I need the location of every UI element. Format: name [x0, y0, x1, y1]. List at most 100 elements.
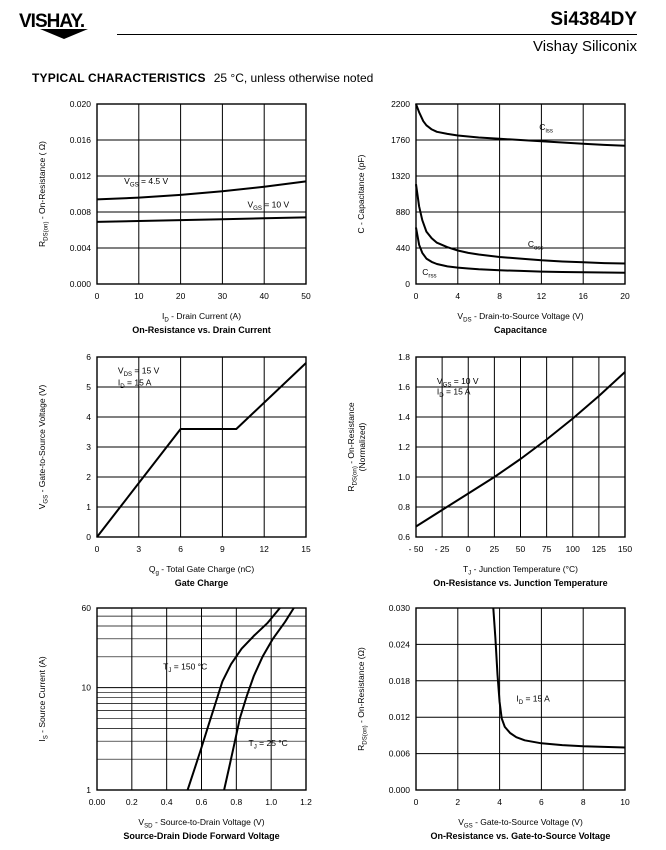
- x-tick-label: 0: [466, 544, 471, 554]
- x-tick-label: 3: [136, 544, 141, 554]
- y-tick-label: 1.4: [398, 412, 410, 422]
- x-tick-label: 0.8: [230, 797, 242, 807]
- x-tick-label: 40: [259, 291, 269, 301]
- x-tick-label: 75: [542, 544, 552, 554]
- y-axis-label: C - Capacitance (pF): [356, 154, 366, 233]
- chart-diode-forward: 0.00 0.2 0.4 0.6 0.8 1.0 1.2 1 10 60 TJ = 150 °C TJ…: [37, 603, 312, 841]
- y-tick-label: 0.8: [398, 502, 410, 512]
- chart-title: Source-Drain Diode Forward Voltage: [123, 831, 279, 841]
- chart-title: On-Resistance vs. Drain Current: [132, 325, 271, 335]
- x-tick-label: 1.2: [300, 797, 312, 807]
- y-tick-label: 10: [82, 683, 92, 693]
- x-tick-label: 0: [414, 291, 419, 301]
- y-tick-label: 0: [405, 279, 410, 289]
- x-tick-label: 9: [220, 544, 225, 554]
- series-line-2: [415, 184, 626, 265]
- x-tick-label: 50: [301, 291, 311, 301]
- y-tick-label: 0.024: [389, 639, 411, 649]
- y-tick-label: 0.012: [389, 712, 411, 722]
- x-tick-label: 15: [301, 544, 311, 554]
- plot-frame: [96, 103, 307, 285]
- plot-frame: [415, 607, 626, 791]
- curve-annotation: VGS = 10 V: [437, 376, 479, 389]
- curve-annotation: ID = 15 A: [516, 693, 550, 706]
- curve-annotation: ID = 15 A: [437, 387, 471, 400]
- curve-annotation: Crss: [422, 267, 436, 280]
- x-tick-label: 4: [497, 797, 502, 807]
- curve-annotation: Ciss: [539, 122, 553, 135]
- y-tick-label: 1320: [391, 171, 410, 181]
- y-axis-label: RDS(on) - On-Resistance ( Ω): [37, 141, 50, 247]
- plot-frame: [96, 356, 307, 538]
- y-tick-label: 4: [86, 412, 91, 422]
- y-tick-label: 1.0: [398, 472, 410, 482]
- chart-rds-vs-id: 0 10 20 30 40 50 0.000 0.004 0.008 0.012 0.016 0.02…: [37, 99, 311, 335]
- x-axis-label: VGS - Gate-to-Source Voltage (V): [458, 817, 583, 830]
- x-tick-label: 8: [581, 797, 586, 807]
- x-tick-label: 0.4: [161, 797, 173, 807]
- y-tick-label: 880: [396, 207, 410, 217]
- series-line-1: [96, 362, 307, 538]
- y-tick-label: 0.020: [70, 99, 92, 109]
- logo-triangle: [40, 29, 88, 39]
- series-line-1: [186, 607, 281, 791]
- y-tick-label: 0.000: [70, 279, 92, 289]
- y-tick-label: 440: [396, 243, 410, 253]
- y-tick-label: 0.004: [70, 243, 92, 253]
- y-tick-label: 60: [82, 603, 92, 613]
- plot-frame: [415, 356, 626, 538]
- plot-frame: [415, 103, 626, 285]
- y-axis-label: VGS - Gate-to-Source Voltage (V): [37, 385, 50, 510]
- vishay-logo: VISHAY.: [19, 11, 88, 39]
- x-tick-label: 125: [592, 544, 606, 554]
- x-tick-label: 20: [620, 291, 630, 301]
- curve-annotation: TJ = 150 °C: [163, 662, 207, 675]
- series-line-1: [492, 607, 626, 749]
- x-tick-label: 10: [620, 797, 630, 807]
- section-title: TYPICAL CHARACTERISTICS: [32, 71, 206, 85]
- y-tick-label: 1: [86, 502, 91, 512]
- x-tick-label: 30: [218, 291, 228, 301]
- x-tick-label: 2: [455, 797, 460, 807]
- curve-annotation: VGS = 10 V: [247, 200, 289, 213]
- chart-title: Gate Charge: [175, 578, 229, 588]
- plot-frame: [96, 607, 307, 791]
- y-tick-label: 0: [86, 532, 91, 542]
- x-tick-label: 50: [516, 544, 526, 554]
- chart-title: On-Resistance vs. Gate-to-Source Voltage: [431, 831, 611, 841]
- y-tick-label: 2200: [391, 99, 410, 109]
- x-axis-label: VDS - Drain-to-Source Voltage (V): [457, 311, 583, 324]
- curve-annotation: ID = 15 A: [118, 378, 152, 391]
- x-tick-label: 1.0: [265, 797, 277, 807]
- y-axis-label: RDS(on) - On-Resistance (Ω): [356, 647, 369, 751]
- y-tick-label: 6: [86, 352, 91, 362]
- y-tick-label: 0.030: [389, 603, 411, 613]
- series-line-1: [415, 371, 626, 528]
- x-tick-label: 6: [539, 797, 544, 807]
- x-axis-label: Qg - Total Gate Charge (nC): [149, 564, 254, 577]
- y-tick-label: 1: [86, 785, 91, 795]
- x-tick-label: 0.6: [196, 797, 208, 807]
- curve-annotation: VGS = 4.5 V: [124, 176, 168, 189]
- curve-annotation: Coss: [528, 239, 544, 252]
- y-tick-label: 2: [86, 472, 91, 482]
- curve-annotation: TJ = 25 °C: [249, 738, 288, 751]
- x-axis-label: TJ - Junction Temperature (°C): [463, 564, 578, 577]
- header-rule: [117, 34, 637, 35]
- part-number: Si4384DY: [550, 9, 637, 30]
- series-line-3: [415, 227, 626, 274]
- x-tick-label: 100: [566, 544, 580, 554]
- y-tick-label: 1.8: [398, 352, 410, 362]
- x-tick-label: 10: [134, 291, 144, 301]
- section-heading: TYPICAL CHARACTERISTICS 25 °C, unless oth…: [32, 71, 373, 85]
- y-tick-label: 3: [86, 442, 91, 452]
- curve-annotation: VDS = 15 V: [118, 366, 160, 379]
- x-tick-label: 8: [497, 291, 502, 301]
- x-tick-label: 12: [259, 544, 269, 554]
- x-tick-label: 0.2: [126, 797, 138, 807]
- y-tick-label: 0.008: [70, 207, 92, 217]
- series-line-2: [96, 216, 307, 223]
- x-tick-label: 25: [490, 544, 500, 554]
